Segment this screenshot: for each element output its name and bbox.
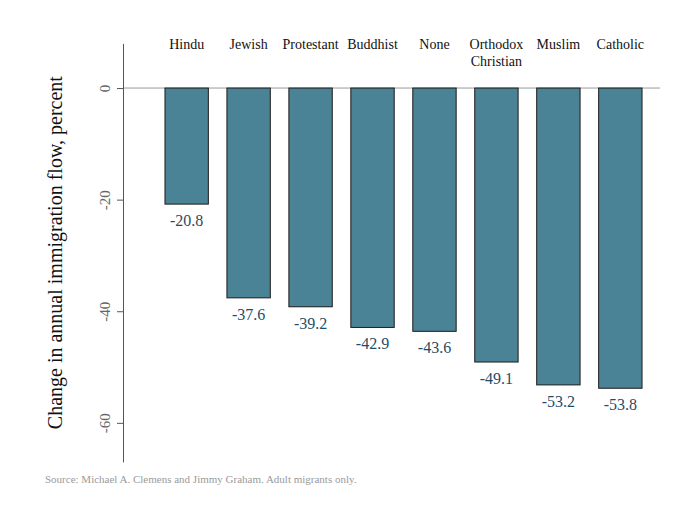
bar xyxy=(165,88,208,204)
category-label: Jewish xyxy=(230,37,268,52)
bar xyxy=(599,88,642,388)
y-tick-mark xyxy=(117,88,123,89)
data-label: -39.2 xyxy=(294,315,327,332)
bar xyxy=(537,88,580,385)
category-label: Catholic xyxy=(597,37,644,52)
y-axis-line xyxy=(123,44,124,463)
bar xyxy=(227,88,270,298)
bar xyxy=(475,88,518,362)
y-tick-mark xyxy=(117,311,123,312)
bar xyxy=(289,88,332,307)
y-tick: -40 xyxy=(97,302,123,322)
y-axis-title: Change in annual immigration flow, perce… xyxy=(44,76,67,429)
category-label: OrthodoxChristian xyxy=(470,37,524,69)
data-labels: -20.8 -37.6 -39.2 -42.9 -43.6 -49.1 -53.2 -53.8 xyxy=(170,212,637,413)
y-tick-mark xyxy=(117,200,123,201)
data-label: -20.8 xyxy=(170,212,203,229)
category-label: Buddhist xyxy=(347,37,398,52)
bar xyxy=(413,88,456,331)
y-tick-label: -20 xyxy=(97,190,113,210)
y-tick-mark xyxy=(117,423,123,424)
y-axis: 0 -20 -40 -60 xyxy=(97,44,124,463)
data-label: -42.9 xyxy=(356,335,389,352)
bars xyxy=(165,88,642,388)
category-label: Muslim xyxy=(537,37,581,52)
data-label: -43.6 xyxy=(418,339,451,356)
y-tick-label: 0 xyxy=(97,85,113,93)
category-labels: Hindu Jewish Protestant Buddhist None Orthodo… xyxy=(169,37,644,69)
data-label: -53.2 xyxy=(542,393,575,410)
y-tick-label: -40 xyxy=(97,302,113,322)
data-label: -53.8 xyxy=(604,396,637,413)
y-tick: 0 xyxy=(97,85,123,93)
chart: -20.8 -37.6 -39.2 -42.9 -43.6 -49.1 -53.2 -53.8… xyxy=(0,0,700,509)
y-tick: -20 xyxy=(97,190,123,210)
category-label: Protestant xyxy=(283,37,339,52)
bar xyxy=(351,88,394,327)
y-tick-label: -60 xyxy=(97,413,113,433)
data-label: -37.6 xyxy=(232,306,265,323)
category-label: Hindu xyxy=(169,37,204,52)
y-tick: -60 xyxy=(97,413,123,433)
source-note: Source: Michael A. Clemens and Jimmy Gra… xyxy=(45,473,357,485)
data-label: -49.1 xyxy=(480,370,513,387)
category-label: None xyxy=(419,37,449,52)
